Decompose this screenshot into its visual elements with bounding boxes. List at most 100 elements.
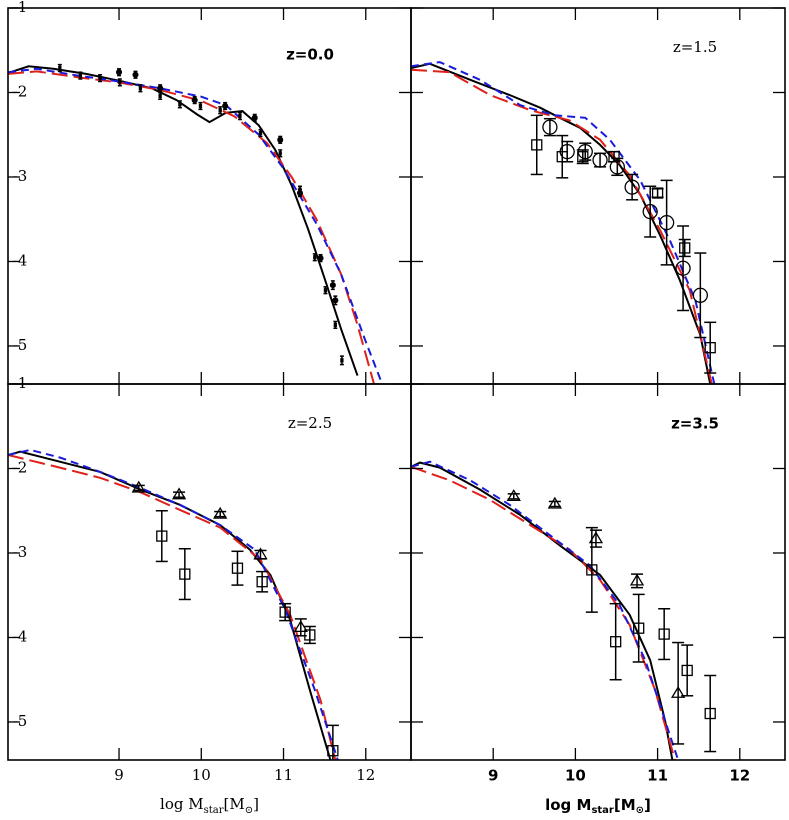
x-axis-label-part: [M [614, 796, 636, 814]
error-bar [672, 641, 685, 745]
data-point [592, 152, 608, 168]
error-bar [256, 570, 269, 593]
error-bar [651, 188, 664, 199]
model-line [411, 461, 674, 760]
error-bar [155, 509, 168, 563]
x-tick-label: 10 [565, 767, 586, 785]
data-point [253, 547, 268, 560]
data-point [278, 151, 282, 156]
data-point [704, 707, 716, 720]
model-line [8, 70, 375, 384]
data-point [542, 119, 558, 135]
data-point [588, 531, 604, 544]
error-bar [660, 179, 673, 266]
plot-area [8, 448, 339, 760]
data-point [327, 745, 339, 757]
data-point [198, 103, 203, 109]
error-bar [609, 602, 622, 681]
model-line [411, 68, 713, 384]
data-point [131, 480, 146, 493]
model-line [8, 450, 332, 760]
error-bar [626, 173, 639, 201]
y-tick-label: -3 [13, 543, 28, 561]
data-point [222, 102, 229, 110]
data-point [98, 75, 102, 81]
x-axis-label-part: ⊙ [245, 805, 253, 816]
y-tick-label: -1 [13, 374, 28, 392]
x-tick-label: 12 [729, 767, 750, 785]
error-bar [507, 493, 520, 500]
x-axis-label: log Mstar[M⊙] [160, 795, 259, 816]
x-tick-label: 9 [488, 767, 498, 785]
error-bar [530, 114, 543, 176]
plot-area [411, 61, 717, 384]
data-point [132, 71, 139, 78]
data-point [609, 159, 625, 175]
y-tick-label: -5 [13, 712, 28, 730]
x-axis-label-part: log M [160, 795, 204, 813]
model-line [8, 454, 337, 760]
data-point [171, 487, 187, 500]
error-bar [704, 321, 717, 374]
x-axis-label-part: ] [644, 796, 651, 814]
error-bar [548, 500, 561, 508]
data-point [238, 114, 242, 119]
frame [7, 383, 412, 761]
y-tick-label: -5 [13, 336, 28, 354]
model-line [411, 465, 676, 760]
x-axis-label-part: ] [253, 795, 259, 813]
data-point [610, 636, 622, 648]
error-bar [585, 526, 598, 613]
data-point [658, 628, 670, 640]
data-point [158, 93, 162, 99]
error-bar [681, 644, 694, 697]
data-point [277, 136, 284, 143]
error-bar [678, 238, 691, 258]
data-point [675, 260, 691, 276]
data-point [293, 620, 308, 632]
error-bar [704, 674, 717, 753]
data-point [323, 288, 328, 293]
data-point [531, 139, 543, 151]
y-tick-label: -2 [13, 82, 28, 100]
data-point [218, 108, 222, 113]
data-point [156, 530, 168, 542]
data-point [629, 573, 645, 586]
data-point [506, 489, 521, 502]
x-tick-label: 11 [647, 767, 668, 785]
data-point [586, 564, 598, 576]
data-point [679, 242, 691, 254]
y-tick-label: -4 [13, 251, 28, 269]
data-point [296, 189, 304, 197]
data-point [692, 287, 708, 303]
error-bar [694, 252, 707, 339]
data-point [633, 622, 645, 634]
annotation: z=0.0 [286, 46, 334, 64]
data-point [547, 496, 562, 509]
annotation: z=2.5 [288, 414, 332, 432]
data-point [329, 282, 336, 289]
y-tick-label: -3 [13, 167, 28, 185]
x-axis-label-part: [M [224, 795, 245, 813]
data-point [251, 114, 258, 121]
frame [410, 383, 786, 761]
data-point [191, 97, 198, 104]
data-point [317, 255, 324, 262]
data-point [333, 322, 337, 328]
error-bar [594, 152, 607, 168]
data-point [138, 86, 143, 91]
data-point [340, 358, 344, 363]
error-bar [543, 117, 556, 137]
x-tick-label: 9 [114, 766, 124, 784]
data-point [279, 606, 291, 618]
data-point [556, 151, 568, 163]
error-bar [658, 608, 671, 661]
annotation: z=3.5 [671, 415, 719, 433]
error-bar [132, 484, 145, 492]
x-tick-label: 10 [192, 766, 211, 784]
data-point [658, 214, 675, 231]
data-point [258, 130, 263, 136]
model-line [8, 67, 384, 384]
error-bar [644, 185, 657, 238]
